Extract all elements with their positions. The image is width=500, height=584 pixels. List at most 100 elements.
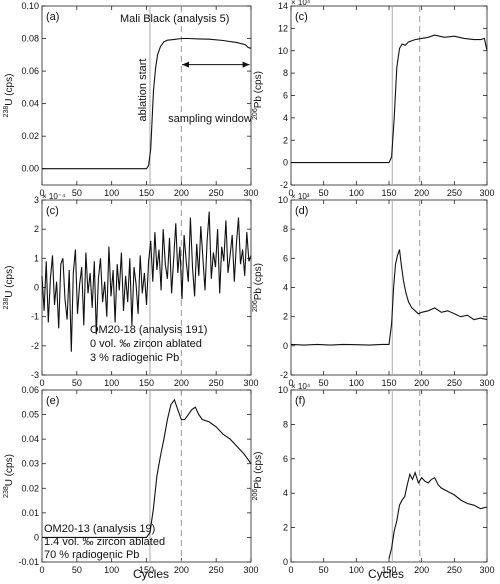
x-tick-label: 100	[349, 565, 364, 575]
x-tick-label: 0	[288, 378, 293, 388]
y-tick-label: 0.08	[21, 34, 39, 44]
x-tick-label: 200	[174, 565, 189, 575]
data-series-line	[41, 211, 252, 352]
y-axis-label-text: Pb (cps)	[253, 71, 264, 108]
y-axis-label-text: U (cps)	[4, 266, 15, 298]
y-axis-label-isotope: 206	[252, 300, 259, 312]
x-tick-label: 200	[174, 378, 189, 388]
y-axis-label-text: U (cps)	[4, 454, 15, 486]
x-tick-label: 300	[243, 188, 258, 198]
y-tick-label: 10	[278, 385, 288, 395]
annotation: OM20-18 (analysis 191)	[90, 324, 207, 336]
x-tick-label: 150	[139, 378, 154, 388]
x-tick-label: 300	[243, 565, 258, 575]
x-tick-label: 150	[381, 188, 396, 198]
plot-frame	[290, 199, 488, 376]
y-tick-label: 0.02	[21, 131, 39, 141]
panel-1: 0 50 100 150 200 250 300 0.00 0.02 0.04 0.06 0.08 0.…	[3, 1, 259, 198]
annotation: 70 % radiogenic Pb	[44, 549, 139, 561]
y-tick-label: 2	[283, 135, 288, 145]
panel-label: (c)	[295, 11, 308, 23]
x-tick-label: 50	[319, 188, 329, 198]
y-tick-label: 6	[283, 91, 288, 101]
y-tick-label: 4	[283, 283, 288, 293]
y-tick-label: 14	[278, 1, 288, 11]
y-tick-label: 0.05	[21, 410, 39, 420]
y-tick-label: 6	[283, 253, 288, 263]
x-tick-label: 150	[139, 565, 154, 575]
y-tick-label: -0.01	[18, 557, 39, 567]
x-tick-label: 200	[414, 378, 429, 388]
x-tick-label: 250	[447, 188, 462, 198]
y-tick-label: 8	[283, 224, 288, 234]
x-tick-label: 50	[72, 188, 82, 198]
y-tick-label: 0.06	[21, 385, 39, 395]
x-tick-label: 0	[39, 565, 44, 575]
y-axis-label-text: Pb (cps)	[253, 263, 264, 300]
y-axis-label: 206Pb (cps)	[252, 71, 264, 120]
y-tick-label: -2	[280, 370, 288, 380]
y-tick-label: 0.00	[21, 164, 39, 174]
y-tick-label: 10	[278, 46, 288, 56]
plot-frame	[290, 5, 488, 186]
y-tick-label: -3	[31, 370, 39, 380]
y-tick-label: 0.04	[21, 99, 39, 109]
x-tick-label: 100	[349, 378, 364, 388]
x-tick-label: 300	[243, 378, 258, 388]
x-tick-label: 0	[288, 188, 293, 198]
annotation: Mali Black (analysis 5)	[120, 13, 229, 25]
x-axis-label-right: Cycles	[368, 567, 404, 581]
y-axis-label: 238U (cps)	[3, 266, 15, 310]
data-series-line	[388, 470, 488, 559]
x-tick-label: 150	[139, 188, 154, 198]
x-tick-label: 50	[319, 565, 329, 575]
y-tick-label: 0	[283, 158, 288, 168]
y-tick-label: 2	[283, 523, 288, 533]
y-tick-label: 0.06	[21, 66, 39, 76]
x-tick-label: 250	[447, 565, 462, 575]
panel-label: (e)	[46, 395, 59, 407]
x-tick-label: 0	[39, 378, 44, 388]
x-tick-label: 150	[381, 565, 396, 575]
y-axis-label-isotope: 206	[252, 489, 259, 501]
panel-label: (d)	[295, 205, 308, 217]
y-tick-label: 8	[283, 68, 288, 78]
y-tick-label: 0.03	[21, 459, 39, 469]
y-axis-label-isotope: 238	[3, 106, 10, 118]
y-tick-label: 4	[283, 113, 288, 123]
x-tick-label: 50	[72, 565, 82, 575]
annotation: 0 vol. ‰ zircon ablated	[90, 338, 202, 350]
y-tick-label: -2	[280, 180, 288, 190]
y-tick-label: 4	[283, 488, 288, 498]
x-tick-label: 0	[288, 565, 293, 575]
y-tick-label: 0.04	[21, 434, 39, 444]
arrow-head-left	[182, 61, 190, 68]
x-tick-label: 100	[104, 378, 119, 388]
x-tick-label: 100	[104, 565, 119, 575]
y-tick-label: 6	[283, 454, 288, 464]
data-series-line	[42, 398, 252, 538]
x-tick-label: 200	[174, 188, 189, 198]
y-exponent-label: × 10⁴	[291, 0, 311, 7]
plot-frame	[290, 389, 488, 563]
annotation: OM20-13 (analysis 19)	[44, 523, 155, 535]
x-tick-label: 250	[209, 188, 224, 198]
x-tick-label: 100	[104, 188, 119, 198]
x-tick-label: 100	[349, 188, 364, 198]
y-tick-label: 10	[278, 195, 288, 205]
y-tick-label: 1	[34, 253, 39, 263]
y-tick-label: 2	[34, 224, 39, 234]
y-tick-label: 0	[34, 283, 39, 293]
y-tick-label: 12	[278, 23, 288, 33]
y-exponent-label: × 10⁴	[291, 382, 311, 391]
y-axis-label: 206Pb (cps)	[252, 452, 264, 501]
x-tick-label: 200	[414, 188, 429, 198]
y-tick-label: 3	[34, 195, 39, 205]
y-tick-label: -2	[31, 341, 39, 351]
data-series-line	[42, 37, 252, 170]
panel-3: 0 50 100 150 200 250 300 -3 -2 -1 0 1 2 3 × 10⁻⁴ 238U (…	[3, 192, 259, 388]
y-axis-label: 238U (cps)	[3, 74, 15, 118]
x-tick-label: 300	[479, 565, 494, 575]
y-tick-label: 8	[283, 419, 288, 429]
